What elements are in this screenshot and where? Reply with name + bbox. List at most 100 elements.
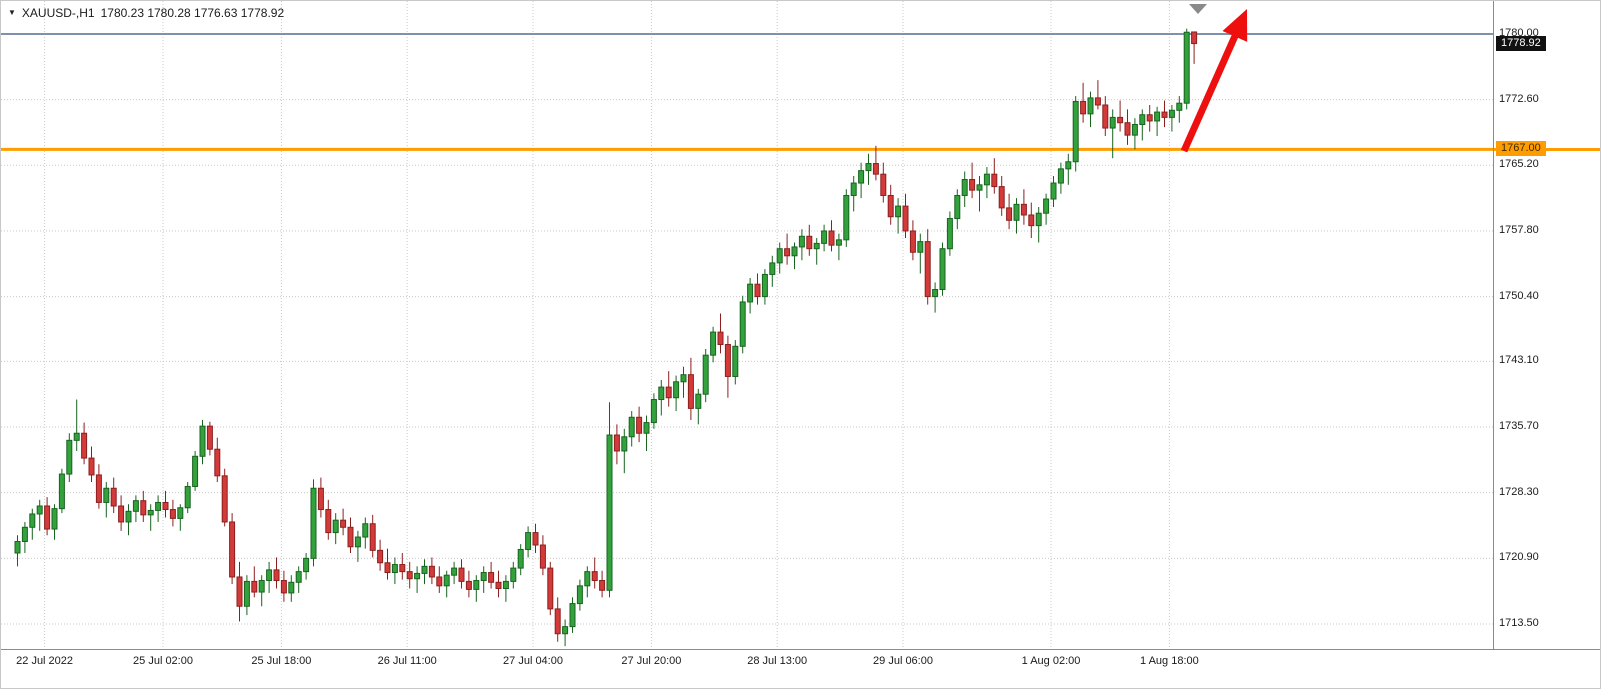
candle-body: [761, 273, 768, 298]
candle-body: [347, 526, 354, 548]
candle-body: [687, 374, 694, 409]
candle-body: [317, 487, 324, 511]
candle-body: [946, 218, 953, 250]
candle-body: [510, 567, 517, 582]
candle-body: [1080, 100, 1087, 115]
candle-body: [658, 386, 665, 401]
candle-body: [1154, 111, 1161, 122]
candle-body: [532, 532, 539, 546]
candle-body: [976, 184, 983, 191]
candle-body: [251, 580, 258, 593]
candle-body: [776, 248, 783, 264]
trend-arrow-object[interactable]: [1180, 9, 1248, 153]
candle-body: [843, 194, 850, 241]
candle-body: [1006, 207, 1013, 221]
candle-body: [81, 432, 88, 459]
candle-body: [591, 571, 598, 582]
candle-body: [1072, 100, 1079, 163]
candle-body: [414, 572, 421, 580]
candle-body: [798, 235, 805, 248]
candle-body: [1117, 116, 1124, 124]
candle-body: [73, 432, 80, 441]
candle-body: [103, 487, 110, 503]
candle-body: [569, 603, 576, 628]
candle-body: [821, 230, 828, 244]
candle-body: [1176, 102, 1183, 111]
price-scale[interactable]: 1780.00 1772.60 1765.20 1757.80 1750.40 1743.…: [1493, 1, 1600, 649]
candle-body: [132, 500, 139, 512]
time-axis-label: 1 Aug 18:00: [1140, 655, 1199, 667]
time-axis-label: 29 Jul 06:00: [873, 655, 933, 667]
candle-body: [162, 501, 169, 511]
candle-body: [998, 186, 1005, 209]
candle-body: [613, 434, 620, 452]
candle-body: [480, 572, 487, 582]
candle-body: [310, 487, 317, 559]
candle-body: [939, 248, 946, 291]
candle-body: [695, 393, 702, 409]
resistance-line-extension: [1494, 148, 1600, 152]
candle-body: [384, 562, 391, 574]
candle-body: [495, 581, 502, 590]
candle-body: [961, 179, 968, 196]
trend-arrow-head[interactable]: [1222, 9, 1248, 42]
candle-body: [784, 248, 791, 257]
candle-body: [680, 374, 687, 383]
ohlc-values: 1780.23 1780.28 1776.63 1778.92: [100, 6, 285, 20]
candle-body: [1087, 97, 1094, 115]
candle-body: [1139, 114, 1146, 125]
candle-body: [1028, 214, 1035, 227]
candle-body: [1094, 97, 1101, 106]
candle-body: [436, 576, 443, 587]
candle-body: [258, 580, 265, 593]
candle-body: [1020, 203, 1027, 216]
candle-body: [473, 580, 480, 590]
candle-body: [702, 354, 709, 395]
time-axis-label: 25 Jul 02:00: [133, 655, 193, 667]
candle-body: [872, 163, 879, 175]
price-axis-label: 1728.30: [1499, 485, 1539, 498]
candle-body: [88, 457, 95, 476]
candle-body: [983, 173, 990, 186]
candle-body: [880, 173, 887, 196]
candle-body: [273, 569, 280, 582]
candle-body: [66, 439, 73, 475]
price-axis-label: 1743.10: [1499, 354, 1539, 367]
candle-body: [554, 608, 561, 635]
candle-body: [1050, 182, 1057, 200]
candle-body: [465, 580, 472, 590]
candlestick-chart[interactable]: [1, 1, 1493, 649]
candle-body: [95, 474, 102, 503]
object-anchor-icon[interactable]: [1189, 4, 1207, 14]
candle-body: [769, 262, 776, 275]
candle-body: [954, 194, 961, 220]
trend-arrow-shaft[interactable]: [1180, 31, 1240, 153]
chevron-down-icon: ▼: [8, 7, 16, 17]
candle-body: [443, 574, 450, 587]
candle-body: [14, 540, 21, 554]
candle-body: [754, 283, 761, 298]
time-scale[interactable]: 22 Jul 2022 25 Jul 02:00 25 Jul 18:00 26 Ju…: [1, 649, 1600, 688]
candle-body: [643, 422, 650, 434]
time-axis-label: 28 Jul 13:00: [747, 655, 808, 667]
candle-body: [1057, 168, 1064, 184]
candle-body: [266, 569, 273, 582]
candle-body: [932, 289, 939, 298]
candle-body: [710, 331, 717, 356]
candle-body: [169, 509, 176, 519]
candle-body: [391, 564, 398, 574]
candle-body: [147, 509, 154, 516]
candle-body: [924, 241, 931, 298]
candle-body: [377, 549, 384, 564]
candle-body: [806, 235, 813, 250]
candle-body: [21, 526, 28, 542]
candle-body: [599, 580, 606, 591]
time-axis-label: 25 Jul 18:00: [251, 655, 312, 667]
candle-body: [887, 194, 894, 218]
chart-plot-area[interactable]: ▼ XAUUSD-,H1 1780.23 1780.28 1776.63 177…: [1, 1, 1493, 649]
candle-body: [747, 283, 754, 303]
candle-body: [140, 500, 147, 516]
candle-body: [732, 345, 739, 377]
candle-body: [895, 205, 902, 218]
candle-body: [969, 179, 976, 191]
